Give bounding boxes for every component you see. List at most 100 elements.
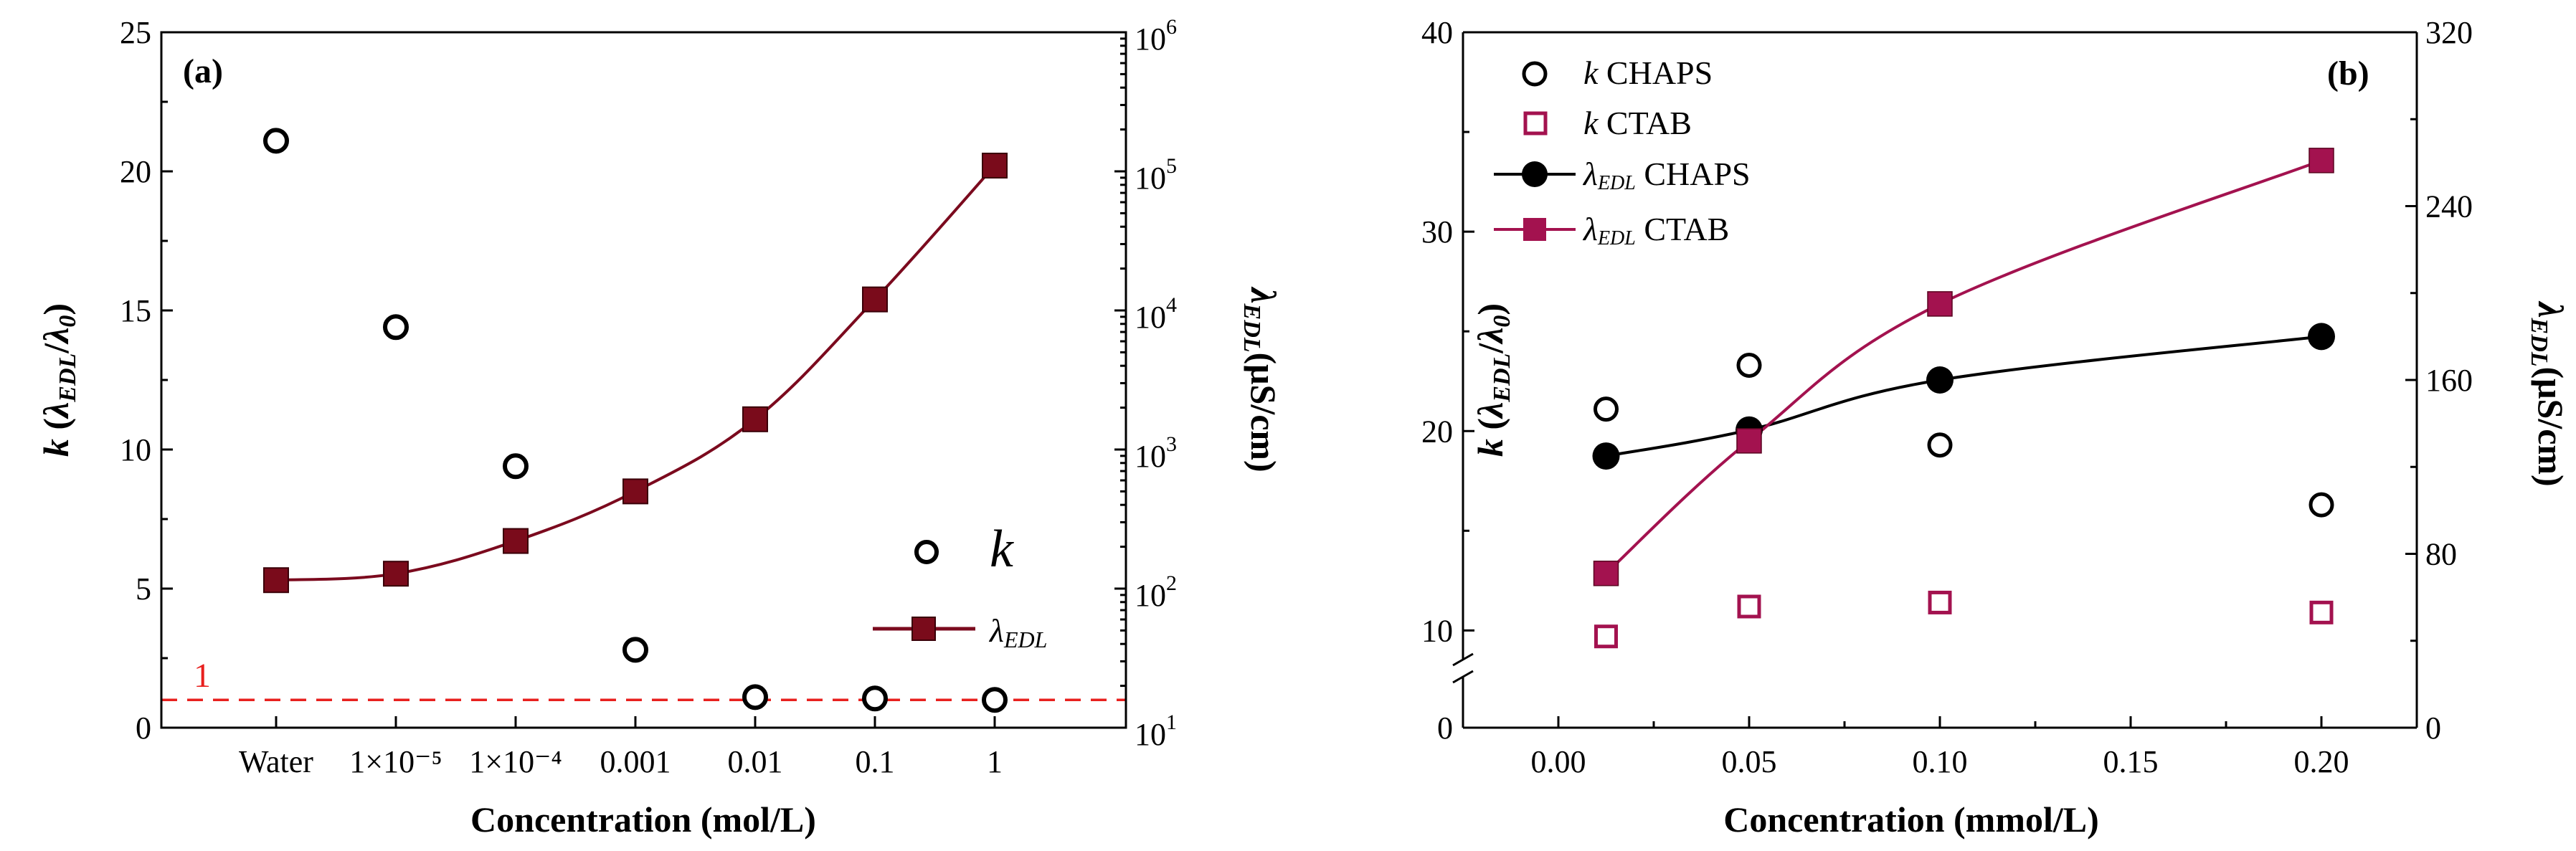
- k-chaps-point: [2309, 492, 2334, 518]
- legend-lambda-chaps-sym: λ: [1582, 156, 1598, 192]
- b-xtick-label: 0.00: [1531, 744, 1586, 779]
- lambda-chaps-line: [1606, 335, 2322, 458]
- b-ytick-left-label: 0: [1437, 710, 1453, 746]
- a-xtick-label: 1: [987, 744, 1003, 779]
- ylabel-k: k: [36, 439, 76, 457]
- lambda-ctab-line: [1605, 158, 2322, 575]
- lambda-edl-point: [263, 567, 289, 594]
- legend-lambda-ctab-sub: EDL: [1597, 227, 1636, 249]
- b-ytick-right-label: 80: [2425, 537, 2457, 572]
- k-point: [982, 687, 1008, 713]
- k-chaps-point: [1927, 432, 1953, 458]
- ylabel-right-sub: EDL: [1239, 303, 1265, 353]
- k-ctab-point: [2309, 600, 2334, 624]
- k-point: [622, 637, 648, 663]
- a-ytick-left-label: 25: [120, 15, 151, 50]
- a-ytick-right-base: 10: [1135, 578, 1166, 613]
- legend-lambda-ctab-label: CTAB: [1636, 211, 1730, 247]
- a-ytick-right-base: 10: [1135, 300, 1166, 335]
- b-ytick-left-label: 30: [1421, 214, 1453, 249]
- b-ylabel-lambda: λ: [1470, 402, 1510, 419]
- ylabel-sub-0: 0: [55, 315, 81, 328]
- a-xtick-label: 1×10⁻⁴: [469, 744, 562, 779]
- b-ylabel-slash: /: [1470, 343, 1510, 354]
- a-ytick-right-label: 104: [1135, 293, 1177, 335]
- ylabel-slash: /: [36, 343, 76, 354]
- b-axis-break-mark: [1452, 652, 1474, 667]
- panel-b-ylabel-left: k (λEDL/λ0): [1470, 303, 1515, 457]
- b-ylabel-right-sub: EDL: [2526, 318, 2552, 367]
- legend-lambda-chaps: λEDL CHAPS: [1582, 156, 1751, 194]
- legend-k-chaps-marker: [1522, 61, 1548, 87]
- b-ytick-left-label: 20: [1421, 414, 1453, 449]
- a-xtick-label: 0.01: [728, 744, 783, 779]
- reference-line-label: 1: [194, 657, 211, 695]
- b-ytick-right-label: 240: [2425, 189, 2473, 224]
- a-ytick-left-label: 20: [120, 154, 151, 189]
- lambda-edl-point: [503, 528, 529, 554]
- ylabel-right-unit: (μS/cm): [1244, 353, 1284, 472]
- panel-a-frame: [160, 31, 1127, 729]
- ylabel-right-lambda: λ: [1244, 286, 1284, 303]
- lambda-edl-point: [622, 478, 648, 505]
- legend-k-ctab-sym: k: [1583, 105, 1599, 141]
- legend-lambda-sub: EDL: [1003, 627, 1047, 652]
- b-ylabel-paren-open: (: [1470, 418, 1510, 439]
- a-ytick-right-label: 102: [1135, 571, 1177, 613]
- a-xtick-label: 1×10⁻⁵: [349, 744, 442, 779]
- lambda-ctab-point: [2309, 148, 2334, 173]
- panel-a-label: (a): [183, 52, 223, 90]
- a-ytick-right-exp: 3: [1166, 432, 1177, 456]
- a-ytick-right-exp: 4: [1166, 293, 1177, 317]
- legend-lambda-sym: λ: [988, 612, 1004, 649]
- a-ytick-left-label: 0: [136, 710, 151, 746]
- legend-k-label: k: [990, 520, 1014, 579]
- k-ctab-point: [1594, 624, 1618, 649]
- b-ylabel-sub-0: 0: [1489, 315, 1515, 328]
- a-ytick-left-label: 10: [120, 432, 151, 467]
- lambda-edl-line: [275, 164, 996, 582]
- panel-b-ticks: 0 10 20 30 40 0 80 160 240 320 0.00 0.05 0.10 0.15 0.2…: [1421, 15, 2473, 779]
- k-chaps-point: [1594, 396, 1619, 422]
- k-ctab-point: [1737, 594, 1761, 619]
- ylabel-paren-open: (: [36, 418, 76, 439]
- panel-b-legend: k CHAPS k CTAB λEDL CHAPS λEDL CTAB: [1494, 54, 1751, 249]
- legend-lambda-chaps-marker: [1522, 161, 1548, 187]
- a-ytick-right-exp: 5: [1166, 154, 1177, 178]
- panel-a-marks: [161, 128, 1126, 713]
- ylabel-sub-edl: EDL: [55, 353, 81, 403]
- legend-k-chaps-sym: k: [1583, 54, 1599, 91]
- legend-lambda-marker: [911, 617, 936, 641]
- a-ytick-right-base: 10: [1135, 22, 1166, 57]
- a-ytick-right-exp: 6: [1166, 15, 1177, 39]
- legend-k-chaps-label: CHAPS: [1598, 54, 1713, 91]
- a-ytick-right-label: 101: [1135, 710, 1177, 752]
- a-ytick-right-label: 105: [1135, 154, 1177, 196]
- b-ylabel-sub-edl: EDL: [1489, 353, 1515, 403]
- a-ytick-left-label: 15: [120, 293, 151, 328]
- b-ylabel-right-unit: (μS/cm): [2531, 367, 2571, 487]
- k-point: [862, 685, 888, 712]
- b-ytick-right-label: 160: [2425, 363, 2473, 398]
- b-ylabel-lambda0: λ: [1470, 328, 1510, 345]
- legend-k-ctab: k CTAB: [1583, 105, 1692, 141]
- b-ytick-left-label: 40: [1421, 15, 1453, 50]
- panel-b-ylabel-right: λEDL(μS/cm): [2526, 300, 2571, 486]
- b-xtick-label: 0.20: [2294, 744, 2349, 779]
- a-ytick-right-exp: 2: [1166, 571, 1177, 595]
- lambda-edl-point: [383, 561, 409, 587]
- lambda-ctab-point: [1927, 291, 1953, 317]
- legend-k-marker: [914, 540, 939, 564]
- a-xtick-label: Water: [239, 744, 313, 779]
- panel-b-xlabel: Concentration (mmol/L): [1723, 799, 2099, 840]
- b-xtick-label: 0.10: [1913, 744, 1968, 779]
- legend-lambda-chaps-sub: EDL: [1597, 172, 1636, 194]
- lambda-chaps-point: [1592, 442, 1620, 470]
- k-point: [503, 453, 529, 480]
- b-xtick-label: 0.15: [2103, 744, 2159, 779]
- k-chaps-point: [1736, 352, 1762, 378]
- k-point: [263, 128, 289, 154]
